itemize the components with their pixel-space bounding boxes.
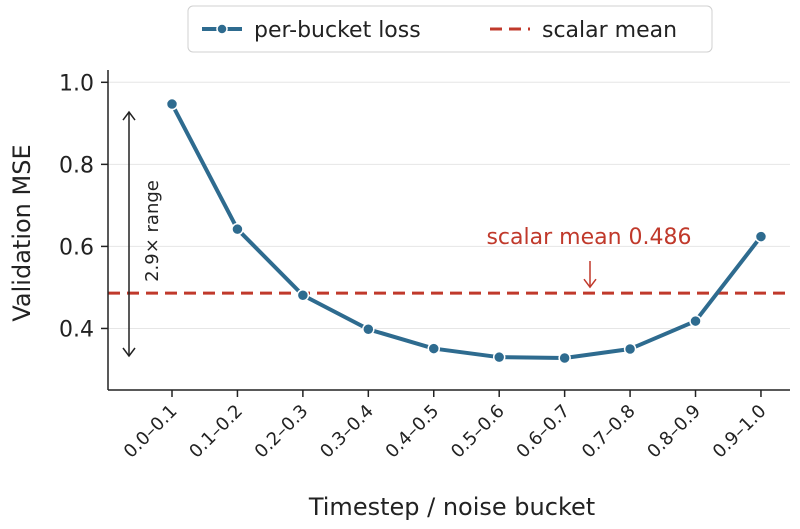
- data-point: [165, 97, 179, 111]
- x-tick-label: 0.5–0.6: [447, 401, 509, 463]
- legend-label-per-bucket-loss: per-bucket loss: [254, 18, 421, 43]
- x-tick-label: 0.0–0.1: [120, 401, 182, 463]
- x-tick-label: 0.8–0.9: [643, 401, 705, 463]
- series-group: [165, 97, 768, 365]
- data-point: [362, 323, 375, 336]
- x-tick-label: 0.7–0.8: [578, 401, 640, 463]
- legend: per-bucket loss scalar mean: [187, 5, 713, 53]
- data-point: [623, 342, 637, 356]
- y-tick-label: 0.4: [59, 317, 94, 342]
- legend-label-scalar-mean: scalar mean: [542, 18, 677, 43]
- y-tick-label: 1.0: [59, 71, 94, 96]
- mean-annotation-label: scalar mean 0.486: [486, 225, 691, 250]
- data-point: [427, 342, 441, 355]
- data-point: [492, 350, 506, 364]
- series-line: [170, 102, 763, 360]
- gridlines: [108, 81, 790, 329]
- x-tick-label: 0.3–0.4: [316, 401, 378, 463]
- y-axis-label: Validation MSE: [8, 144, 36, 321]
- x-tick-label: 0.4–0.5: [382, 401, 444, 463]
- data-point: [296, 288, 310, 302]
- y-ticks: 0.4 0.6 0.8 1.0: [59, 71, 108, 342]
- legend-marker-swatch: [216, 23, 228, 35]
- x-ticks: 0.0–0.1 0.1–0.2 0.2–0.3 0.3–0.4 0.4–0.5 0.5–0…: [120, 390, 771, 463]
- mean-annotation-arrow: [583, 261, 597, 289]
- y-tick-label: 0.6: [59, 235, 94, 260]
- legend-frame: [187, 5, 713, 53]
- x-tick-label: 0.9–1.0: [709, 401, 771, 463]
- data-point: [231, 222, 244, 236]
- data-point: [558, 351, 571, 365]
- data-point: [754, 230, 768, 243]
- data-point: [689, 314, 702, 328]
- x-tick-label: 0.2–0.3: [251, 401, 313, 463]
- range-arrow: [122, 110, 136, 358]
- x-tick-label: 0.1–0.2: [185, 401, 247, 463]
- mean-arrow-head: [583, 278, 597, 289]
- range-arrow-head-bottom: [122, 347, 136, 358]
- y-tick-label: 0.8: [59, 153, 94, 178]
- x-tick-label: 0.6–0.7: [512, 401, 574, 463]
- range-annotation-label: 2.9× range: [142, 180, 163, 282]
- range-arrow-head-top: [122, 110, 136, 121]
- x-axis-label: Timestep / noise bucket: [308, 493, 595, 521]
